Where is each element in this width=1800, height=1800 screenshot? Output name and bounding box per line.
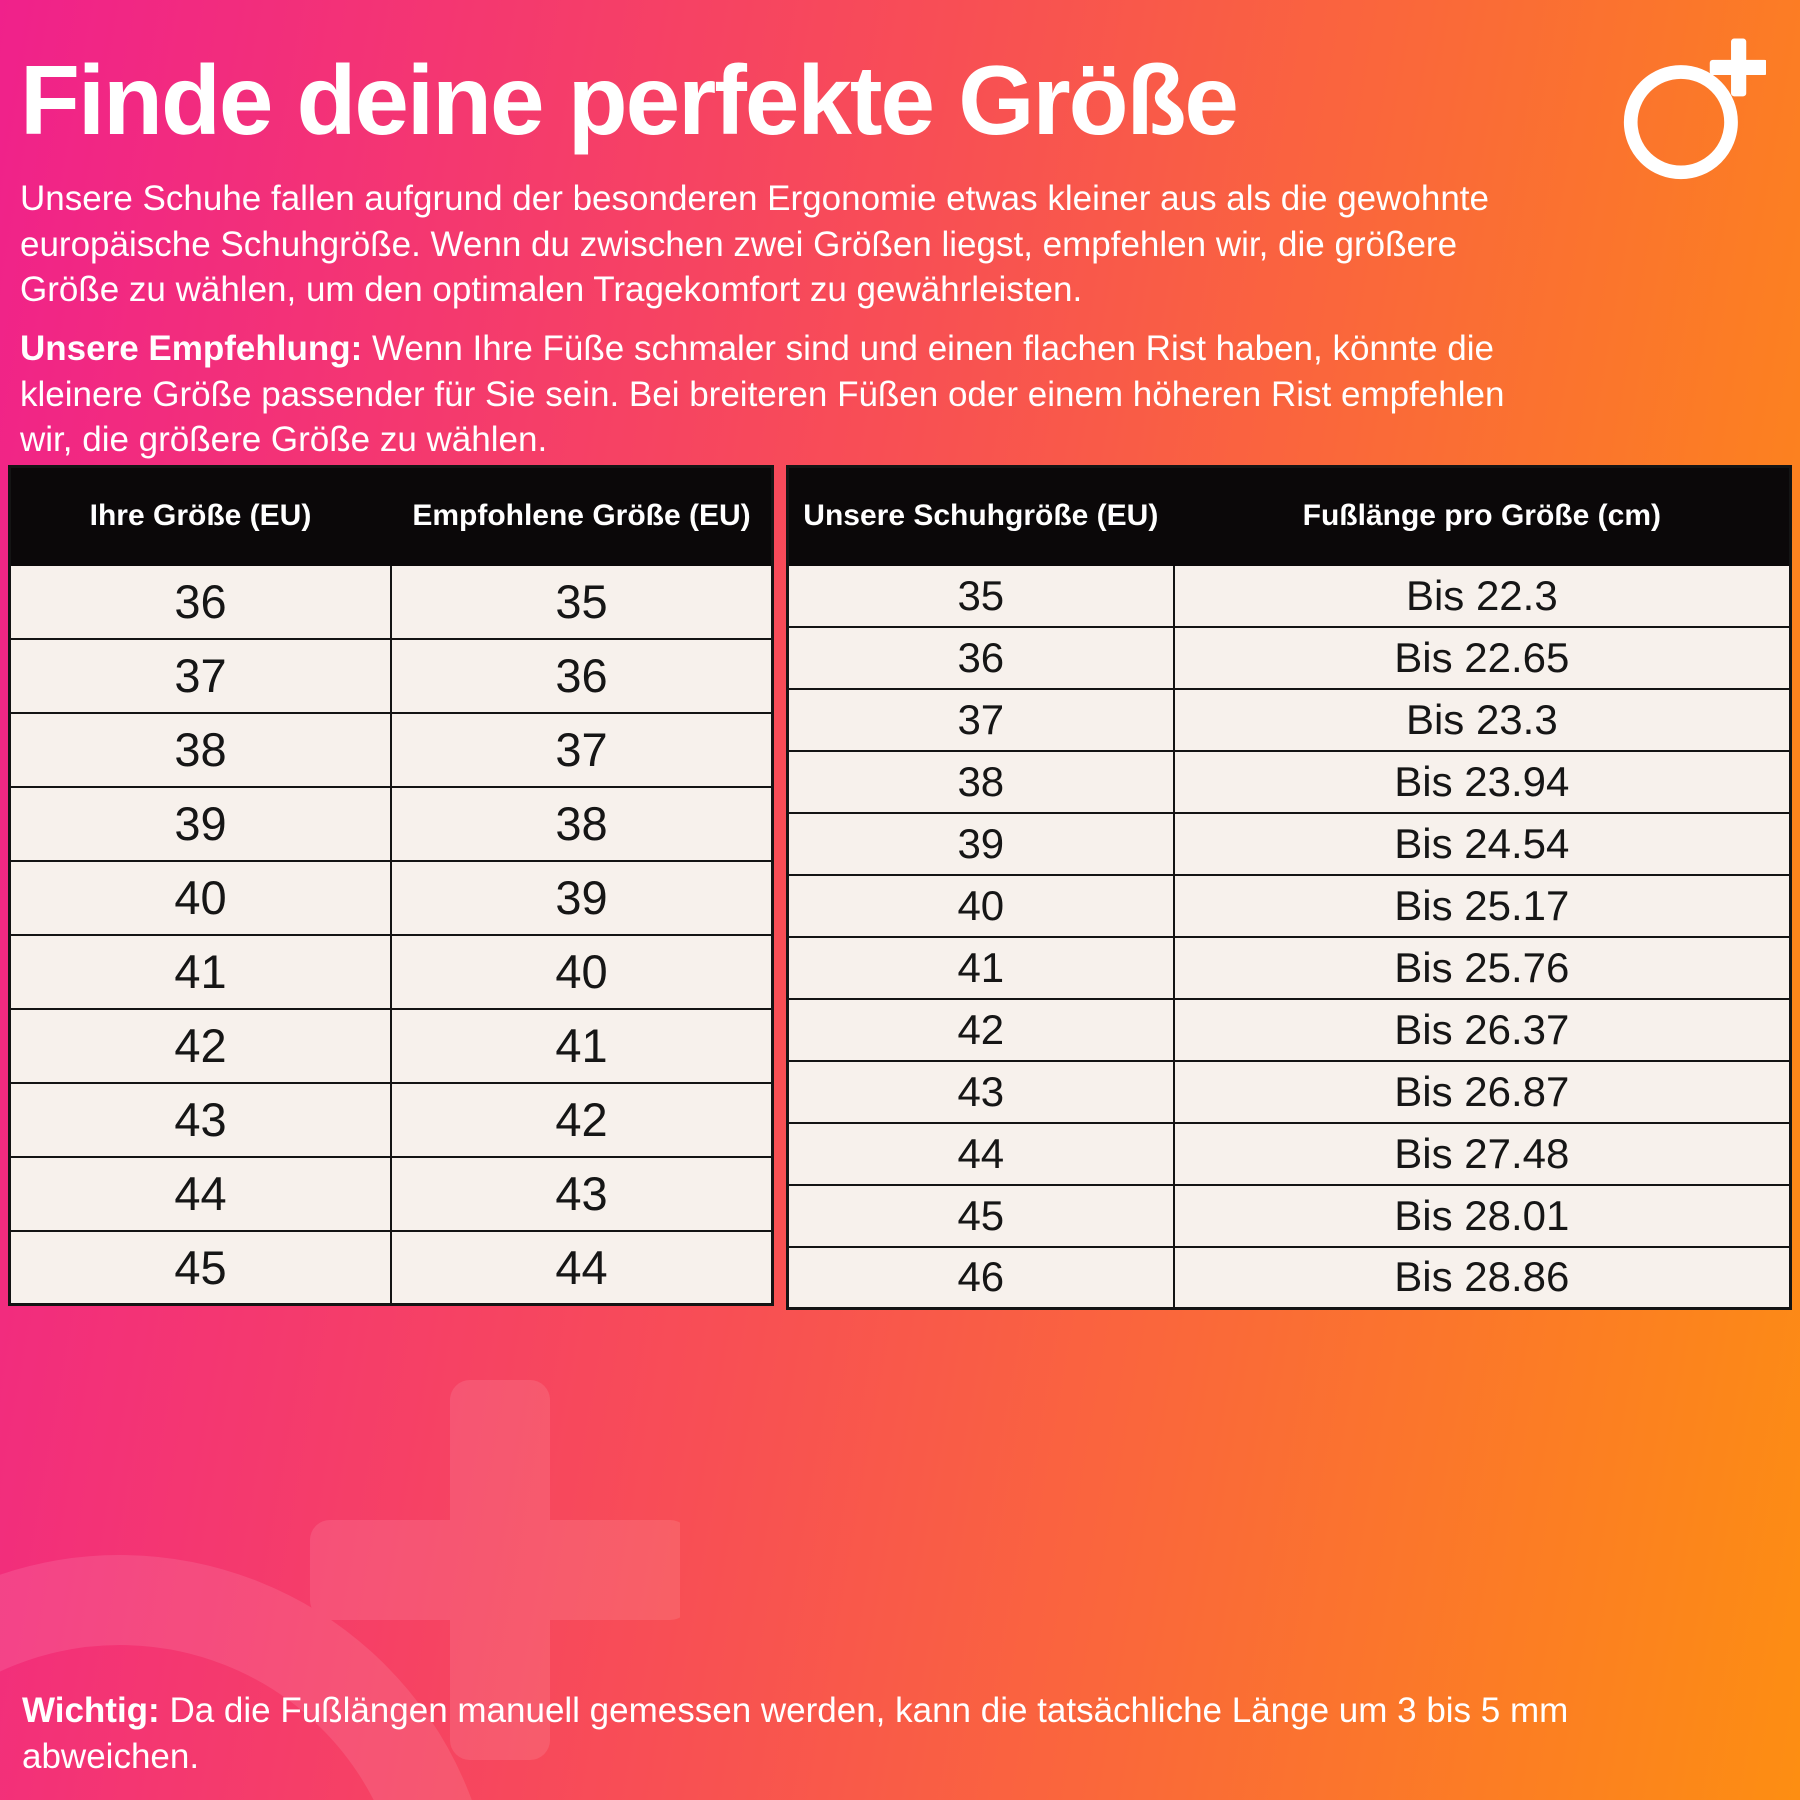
column-header: Ihre Größe (EU): [8, 465, 392, 566]
table-cell: Bis 27.48: [1172, 1121, 1792, 1186]
table-cell: 39: [390, 859, 774, 936]
table-cell: 41: [8, 933, 392, 1010]
table-row: 44 Bis 27.48: [786, 1121, 1792, 1186]
table-cell: Bis 26.37: [1172, 997, 1792, 1062]
table-row: 40 39: [8, 859, 774, 936]
table-cell: 39: [786, 811, 1175, 876]
column-header: Unsere Schuhgröße (EU): [786, 465, 1175, 566]
table-cell: 43: [8, 1081, 392, 1158]
table-cell: 45: [786, 1183, 1175, 1248]
table-row: 39 Bis 24.54: [786, 811, 1792, 876]
table-cell: 46: [786, 1245, 1175, 1310]
table-cell: 38: [390, 785, 774, 862]
table-cell: 42: [786, 997, 1175, 1062]
foot-length-table: Unsere Schuhgröße (EU) Fußlänge pro Größe…: [786, 465, 1792, 1310]
table-cell: 42: [390, 1081, 774, 1158]
intro-text: Unsere Schuhe fallen aufgrund der besond…: [20, 179, 1489, 309]
table-cell: 41: [390, 1007, 774, 1084]
table-cell: 35: [786, 563, 1175, 628]
table-cell: Bis 23.3: [1172, 687, 1792, 752]
footer-note: Wichtig: Da die Fußlängen manuell gemess…: [22, 1688, 1642, 1779]
column-header: Empfohlene Größe (EU): [390, 465, 774, 566]
table-row: 39 38: [8, 785, 774, 862]
table-row: 45 44: [8, 1229, 774, 1306]
table-row: 37 Bis 23.3: [786, 687, 1792, 752]
recommendation-text: Unsere Empfehlung: Wenn Ihre Füße schmal…: [20, 326, 1565, 463]
brand-logo-icon: [1623, 38, 1766, 180]
table-cell: Bis 22.3: [1172, 563, 1792, 628]
table-cell: 36: [8, 563, 392, 640]
table-row: 43 42: [8, 1081, 774, 1158]
table-row: 41 Bis 25.76: [786, 935, 1792, 1000]
page-title: Finde deine perfekte Größe: [20, 45, 1239, 155]
table-cell: 43: [786, 1059, 1175, 1124]
table-row: 38 37: [8, 711, 774, 788]
table-cell: Bis 26.87: [1172, 1059, 1792, 1124]
table-row: 43 Bis 26.87: [786, 1059, 1792, 1124]
table-cell: 45: [8, 1229, 392, 1306]
table-row: 36 Bis 22.65: [786, 625, 1792, 690]
table-header-row: Unsere Schuhgröße (EU) Fußlänge pro Größe…: [786, 465, 1792, 566]
table-cell: Bis 25.17: [1172, 873, 1792, 938]
table-cell: 40: [8, 859, 392, 936]
table-row: 42 Bis 26.37: [786, 997, 1792, 1062]
table-cell: 40: [786, 873, 1175, 938]
table-row: 35 Bis 22.3: [786, 563, 1792, 628]
table-cell: 37: [8, 637, 392, 714]
table-cell: 37: [786, 687, 1175, 752]
table-cell: 42: [8, 1007, 392, 1084]
table-cell: 36: [786, 625, 1175, 690]
table-cell: Bis 24.54: [1172, 811, 1792, 876]
table-cell: 38: [786, 749, 1175, 814]
table-row: 41 40: [8, 933, 774, 1010]
table-row: 42 41: [8, 1007, 774, 1084]
table-cell: Bis 28.86: [1172, 1245, 1792, 1310]
recommendation-label: Unsere Empfehlung:: [20, 329, 363, 368]
table-cell: 43: [390, 1155, 774, 1232]
table-cell: Bis 23.94: [1172, 749, 1792, 814]
recommendation-body: Wenn Ihre Füße schmaler sind und einen f…: [20, 329, 1505, 459]
table-cell: 40: [390, 933, 774, 1010]
table-cell: 37: [390, 711, 774, 788]
table-row: 46 Bis 28.86: [786, 1245, 1792, 1310]
table-row: 38 Bis 23.94: [786, 749, 1792, 814]
table-cell: 36: [390, 637, 774, 714]
column-header: Fußlänge pro Größe (cm): [1172, 465, 1792, 566]
table-row: 40 Bis 25.17: [786, 873, 1792, 938]
table-cell: 41: [786, 935, 1175, 1000]
table-cell: 44: [390, 1229, 774, 1306]
tables-section: Ihre Größe (EU) Empfohlene Größe (EU) 36 35…: [8, 465, 1792, 1310]
size-conversion-table: Ihre Größe (EU) Empfohlene Größe (EU) 36 35…: [8, 465, 774, 1306]
note-label: Wichtig:: [22, 1691, 160, 1730]
table-row: 44 43: [8, 1155, 774, 1232]
table-cell: 44: [786, 1121, 1175, 1186]
table-cell: Bis 25.76: [1172, 935, 1792, 1000]
table-header-row: Ihre Größe (EU) Empfohlene Größe (EU): [8, 465, 774, 566]
table-row: 37 36: [8, 637, 774, 714]
table-cell: 44: [8, 1155, 392, 1232]
table-cell: Bis 22.65: [1172, 625, 1792, 690]
table-row: 36 35: [8, 563, 774, 640]
table-row: 45 Bis 28.01: [786, 1183, 1792, 1248]
table-cell: Bis 28.01: [1172, 1183, 1792, 1248]
note-body: Da die Fußlängen manuell gemessen werden…: [22, 1691, 1569, 1776]
table-cell: 35: [390, 563, 774, 640]
table-cell: 38: [8, 711, 392, 788]
table-cell: 39: [8, 785, 392, 862]
